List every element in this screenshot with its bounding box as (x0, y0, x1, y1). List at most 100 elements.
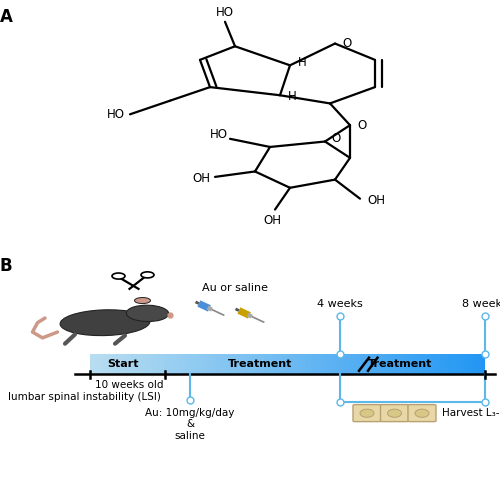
Bar (182, 354, 185, 374)
Bar (414, 354, 416, 374)
Bar (385, 354, 388, 374)
Text: Au: 10mg/kg/day
&
saline: Au: 10mg/kg/day & saline (146, 408, 234, 441)
Text: 10 weeks old: 10 weeks old (95, 380, 164, 390)
Text: 8 weeks: 8 weeks (462, 299, 500, 309)
Bar (269, 354, 272, 374)
Bar (350, 354, 354, 374)
Text: Treatment: Treatment (368, 359, 432, 369)
Bar (343, 354, 345, 374)
Bar (108, 354, 111, 374)
Bar (242, 354, 246, 374)
Bar (380, 354, 382, 374)
Bar (96, 354, 98, 374)
Bar (106, 354, 108, 374)
Bar (330, 354, 332, 374)
Bar (369, 354, 372, 374)
Bar (474, 354, 477, 374)
Bar (132, 354, 135, 374)
Bar (440, 354, 443, 374)
Bar (196, 354, 198, 374)
Bar (138, 354, 140, 374)
Text: OH: OH (192, 172, 210, 185)
Text: H: H (288, 90, 296, 103)
Bar (185, 354, 188, 374)
Bar (230, 354, 232, 374)
Bar (227, 354, 230, 374)
Bar (261, 354, 264, 374)
Bar (416, 354, 419, 374)
Bar (477, 354, 480, 374)
Bar (166, 354, 169, 374)
Bar (140, 354, 142, 374)
Text: HO: HO (107, 108, 125, 121)
Bar (238, 354, 240, 374)
Bar (90, 354, 92, 374)
Bar (272, 354, 274, 374)
Bar (338, 354, 340, 374)
Bar (332, 354, 335, 374)
Bar (480, 354, 482, 374)
Bar (277, 354, 280, 374)
Bar (206, 354, 208, 374)
Bar (314, 354, 316, 374)
Bar (316, 354, 319, 374)
Text: A: A (0, 8, 12, 26)
Ellipse shape (126, 305, 168, 322)
Bar (174, 354, 177, 374)
Ellipse shape (415, 409, 429, 417)
Text: O: O (358, 119, 367, 132)
Text: Au or saline: Au or saline (202, 283, 268, 293)
Bar (382, 354, 385, 374)
Bar (200, 354, 203, 374)
Bar (280, 354, 282, 374)
Bar (258, 354, 261, 374)
Ellipse shape (360, 409, 374, 417)
Bar (322, 354, 324, 374)
Bar (198, 354, 200, 374)
Bar (464, 354, 466, 374)
Bar (290, 354, 293, 374)
Bar (472, 354, 474, 374)
Bar (366, 354, 369, 374)
Bar (235, 354, 238, 374)
Bar (153, 354, 156, 374)
Bar (482, 354, 485, 374)
Text: Treatment: Treatment (228, 359, 292, 369)
Bar (248, 354, 250, 374)
Bar (400, 354, 404, 374)
Bar (327, 354, 330, 374)
Bar (346, 354, 348, 374)
Bar (438, 354, 440, 374)
Text: H: H (298, 55, 306, 69)
Bar (356, 354, 358, 374)
Bar (116, 354, 119, 374)
Bar (393, 354, 396, 374)
Bar (177, 354, 180, 374)
Bar (216, 354, 219, 374)
Bar (374, 354, 377, 374)
Bar (446, 354, 448, 374)
Bar (430, 354, 432, 374)
Bar (358, 354, 361, 374)
Bar (285, 354, 288, 374)
FancyBboxPatch shape (408, 404, 436, 422)
Text: OH: OH (264, 214, 281, 226)
Bar (300, 354, 304, 374)
Bar (111, 354, 114, 374)
Text: lumbar spinal instability (LSI): lumbar spinal instability (LSI) (8, 392, 160, 401)
Bar (266, 354, 269, 374)
Ellipse shape (388, 409, 402, 417)
Bar (219, 354, 222, 374)
Bar (443, 354, 446, 374)
Bar (390, 354, 393, 374)
Bar (293, 354, 296, 374)
Bar (114, 354, 116, 374)
Bar (466, 354, 469, 374)
Bar (419, 354, 422, 374)
Bar (208, 354, 211, 374)
Bar (388, 354, 390, 374)
Bar (232, 354, 235, 374)
Bar (296, 354, 298, 374)
Bar (222, 354, 224, 374)
Bar (214, 354, 216, 374)
